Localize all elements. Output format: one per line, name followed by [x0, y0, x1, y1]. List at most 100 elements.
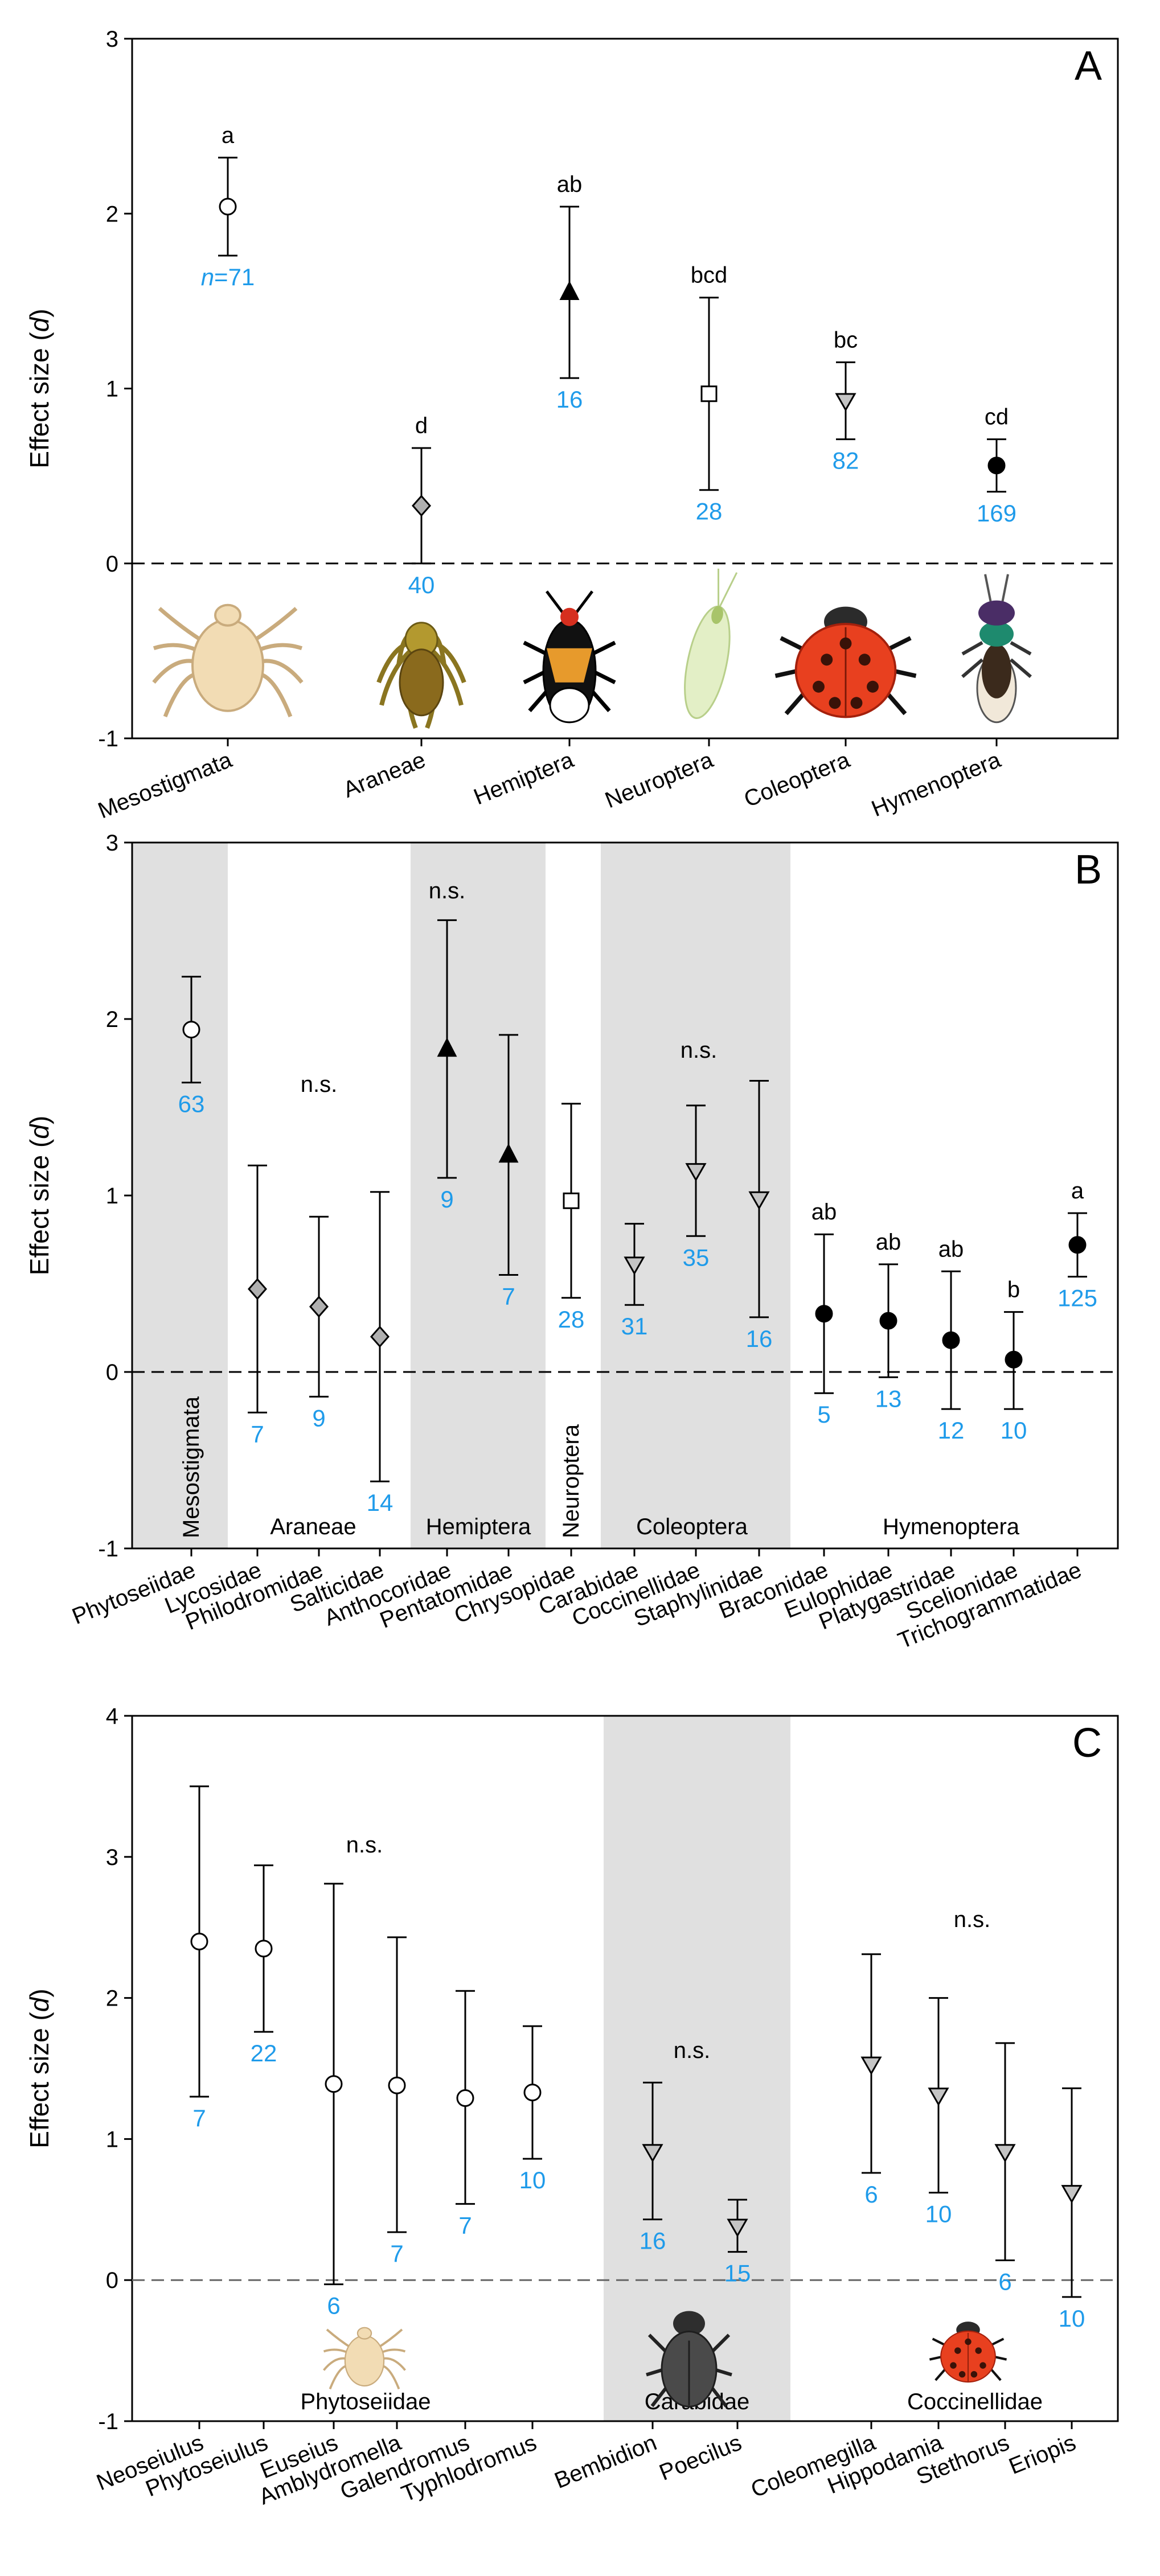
- group-significance-label: n.s.: [954, 1907, 990, 1932]
- ladybird-spot: [979, 2362, 986, 2369]
- group-significance-label: n.s.: [429, 878, 465, 903]
- y-tick-label: 2: [106, 1007, 118, 1032]
- ladybird-spot: [950, 2362, 957, 2369]
- ladybird-spot: [850, 697, 863, 709]
- sample-size-label: 169: [977, 500, 1016, 527]
- panel-letter: A: [1075, 43, 1102, 89]
- marker-square-open: [700, 385, 718, 402]
- carabid-leg: [709, 2385, 728, 2407]
- wasp-abdomen: [982, 643, 1011, 699]
- significance-letter: cd: [985, 405, 1009, 430]
- marker-triangle-down: [860, 2056, 882, 2076]
- ladybird-spot: [958, 2370, 966, 2378]
- plot-frame: [131, 1715, 1119, 2422]
- data-point: 31: [621, 1223, 647, 1340]
- ladybird-leg: [989, 2367, 1002, 2381]
- lacewing-antenna: [718, 568, 720, 610]
- data-point: 63: [178, 976, 205, 1118]
- sample-size-label: 63: [178, 1091, 205, 1118]
- y-tick-label: 1: [106, 1184, 118, 1209]
- marker-circle-open: [388, 2076, 406, 2094]
- sample-size-label: 6: [998, 2269, 1011, 2295]
- sample-size-label: 6: [327, 2292, 340, 2319]
- wasp-antenna: [1001, 574, 1009, 603]
- data-point: 7: [456, 1990, 475, 2238]
- data-point: 6: [994, 2042, 1016, 2295]
- sample-size-label: 15: [724, 2260, 751, 2287]
- group-label: Coleoptera: [636, 1514, 748, 1539]
- sample-size-label: 10: [519, 2167, 546, 2193]
- marker-triangle-down: [835, 393, 856, 412]
- sample-size-label: 10: [1059, 2305, 1085, 2332]
- x-tick-label: Coleoptera: [740, 747, 854, 812]
- mite-leg: [376, 2328, 403, 2349]
- group-label: Hemiptera: [426, 1514, 531, 1539]
- marker-triangle-down: [1061, 2185, 1083, 2204]
- data-point: 5 ab: [811, 1199, 837, 1428]
- ladybird-leg: [934, 2367, 947, 2381]
- ladybird-spot: [821, 654, 833, 666]
- sample-size-label: 16: [640, 2228, 666, 2254]
- sample-size-label: 7: [192, 2105, 206, 2131]
- ladybird-spot: [965, 2338, 972, 2345]
- carabid-leg: [710, 2333, 731, 2353]
- y-tick-label: 0: [106, 552, 118, 577]
- wasp-antenna: [984, 574, 992, 603]
- data-point: 7: [190, 1785, 209, 2131]
- y-tick-label: -1: [98, 1536, 118, 1562]
- group-label: Phytoseiidae: [300, 2389, 431, 2414]
- x-tick-label: Hymenoptera: [868, 747, 1005, 821]
- sample-size-label: 10: [1001, 1417, 1027, 1444]
- ladybird-spot: [867, 680, 879, 693]
- x-tick-label: Poecilus: [656, 2430, 745, 2485]
- marker-circle-filled: [1068, 1236, 1087, 1254]
- ladybird-leg: [888, 636, 912, 651]
- wasp-leg: [1010, 641, 1032, 656]
- sample-size-label: 35: [683, 1244, 710, 1271]
- y-tick-label: -1: [98, 2409, 118, 2434]
- y-axis-label: Effect size (d): [24, 1116, 54, 1275]
- group-significance-label: n.s.: [674, 2038, 710, 2063]
- data-point: 6: [860, 1953, 882, 2208]
- significance-letter: ab: [876, 1230, 901, 1255]
- significance-letter: ab: [811, 1199, 837, 1225]
- ladybird-illustration: [929, 2322, 1007, 2383]
- plot-frame: [131, 38, 1119, 739]
- significance-letter: ab: [557, 172, 583, 197]
- wasp-leg: [1010, 658, 1032, 679]
- ladybird-spot: [839, 637, 852, 650]
- bug-pattern: [547, 648, 592, 683]
- spider-illustration: [376, 622, 466, 729]
- wasp-leg: [961, 658, 983, 679]
- sample-size-label: 9: [440, 1186, 453, 1213]
- sample-size-label: 7: [251, 1420, 264, 1447]
- y-tick-label: 1: [106, 377, 118, 402]
- mite-leg: [158, 607, 206, 644]
- ladybird-leg: [780, 636, 804, 651]
- mite-leg: [249, 607, 298, 644]
- ladybird-spot: [954, 2347, 961, 2354]
- data-point: 9: [309, 1215, 329, 1431]
- sample-size-label: 6: [864, 2181, 878, 2208]
- data-point: 28 bcd: [691, 263, 728, 525]
- lacewing-wings: [684, 605, 731, 719]
- x-tick-label: Neuroptera: [601, 747, 717, 813]
- sample-size-label: 13: [875, 1385, 902, 1412]
- marker-triangle-up: [437, 1037, 457, 1057]
- marker-circle-filled: [815, 1305, 833, 1323]
- mite-illustration: [323, 2327, 406, 2390]
- marker-circle-open: [190, 1932, 208, 1950]
- marker-triangle-down: [727, 2218, 748, 2238]
- marker-diamond: [309, 1296, 329, 1318]
- sample-size-label: 7: [502, 1283, 515, 1310]
- carabid-leg: [650, 2385, 669, 2407]
- sample-size-label: 22: [251, 2040, 277, 2066]
- bug-antenna: [574, 590, 593, 615]
- data-point: 125 a: [1057, 1178, 1097, 1312]
- group-shade-band: [411, 843, 546, 1548]
- data-point: 6: [324, 1883, 343, 2319]
- data-point: 35: [683, 1104, 710, 1271]
- y-axis-label: Effect size (d): [24, 309, 54, 468]
